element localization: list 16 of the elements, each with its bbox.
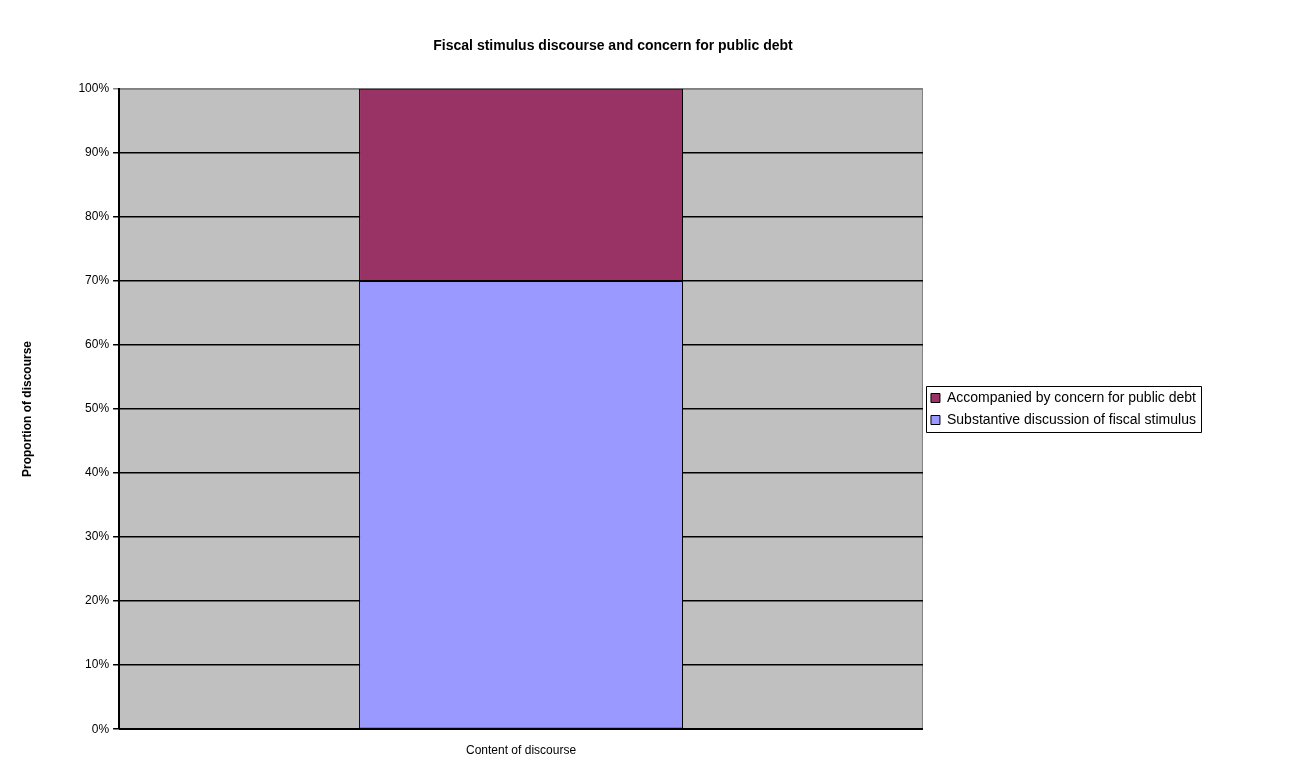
y-tick-label: 60% xyxy=(85,337,110,352)
legend-label: Accompanied by concern for public debt xyxy=(946,388,1197,405)
y-tick-label: 70% xyxy=(85,273,110,288)
legend-label: Substantive discussion of fiscal stimulus xyxy=(946,410,1196,427)
y-axis-title: Proportion of discourse xyxy=(19,340,34,478)
chart-title: Fiscal stimulus discourse and concern for public debt xyxy=(433,37,794,54)
y-tick-label: 40% xyxy=(85,465,110,480)
y-tick-label: 80% xyxy=(85,209,110,224)
y-tick-label: 30% xyxy=(85,529,110,544)
y-tick-label: 0% xyxy=(91,721,110,736)
y-tick-label: 50% xyxy=(85,401,110,416)
y-tick-label: 90% xyxy=(85,145,110,160)
y-tick-label: 20% xyxy=(85,593,110,608)
y-tick-label: 100% xyxy=(78,81,110,96)
x-axis-title: Content of discourse xyxy=(466,743,577,758)
y-tick-label: 10% xyxy=(85,657,110,672)
